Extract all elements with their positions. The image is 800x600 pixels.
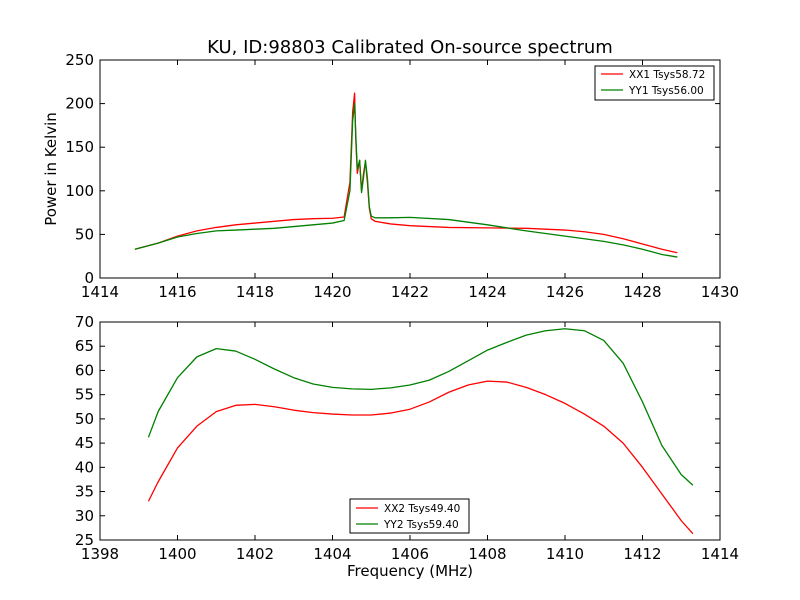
y-tick-label: 55 — [75, 386, 94, 404]
y-tick-label: 250 — [65, 51, 94, 69]
x-tick-label: 1426 — [546, 283, 584, 301]
x-tick-label: 1414 — [701, 545, 739, 563]
x-tick-label: 1404 — [313, 545, 351, 563]
chart-title: KU, ID:98803 Calibrated On-source spectr… — [207, 37, 613, 58]
top-legend: XX1 Tsys58.72 YY1 Tsys56.00 — [594, 65, 715, 101]
x-tick-label: 1402 — [236, 545, 274, 563]
bottom-ticks-group: 1398 1400 1402 1404 1406 1408 1410 1412 1414 25 30… — [75, 313, 739, 563]
x-tick-label: 1418 — [236, 283, 274, 301]
top-panel: 1414 1416 1418 1420 1422 1424 1426 1428 1430 0 50 1… — [42, 51, 739, 301]
y-tick-label: 65 — [75, 337, 94, 355]
x-tick-label: 1416 — [158, 283, 196, 301]
legend-label-xx2: XX2 Tsys49.40 — [384, 503, 460, 515]
y-tick-label: 70 — [75, 313, 94, 331]
legend-label-yy1: YY1 Tsys56.00 — [628, 85, 704, 97]
x-tick-label: 1408 — [468, 545, 506, 563]
x-tick-label: 1420 — [313, 283, 351, 301]
y-tick-label: 40 — [75, 458, 94, 476]
x-tick-label: 1398 — [81, 545, 119, 563]
top-series-group — [134, 92, 678, 258]
top-y-axis-label: Power in Kelvin — [42, 112, 60, 226]
y-tick-label: 50 — [75, 225, 94, 243]
x-tick-label: 1430 — [701, 283, 739, 301]
x-tick-label: 1414 — [81, 283, 119, 301]
bottom-legend-box — [349, 498, 470, 534]
x-tick-label: 1400 — [158, 545, 196, 563]
y-tick-label: 45 — [75, 434, 94, 452]
top-legend-box — [594, 65, 715, 101]
x-tick-label: 1422 — [391, 283, 429, 301]
bottom-legend: XX2 Tsys49.40 YY2 Tsys59.40 — [349, 498, 470, 534]
y-tick-label: 50 — [75, 410, 94, 428]
bottom-series-group — [147, 328, 694, 535]
x-tick-label: 1410 — [546, 545, 584, 563]
legend-label-yy2: YY2 Tsys59.40 — [383, 519, 459, 531]
y-tick-label: 100 — [65, 182, 94, 200]
legend-label-xx1: XX1 Tsys58.72 — [629, 69, 705, 81]
y-tick-label: 30 — [75, 507, 94, 525]
x-tick-label: 1412 — [623, 545, 661, 563]
series-line-xx2 — [147, 380, 694, 535]
y-tick-label: 150 — [65, 138, 94, 156]
x-tick-label: 1428 — [623, 283, 661, 301]
top-ticks-group: 1414 1416 1418 1420 1422 1424 1426 1428 1430 0 50 1… — [65, 51, 739, 301]
series-line-yy1 — [134, 102, 678, 258]
y-tick-label: 35 — [75, 483, 94, 501]
bottom-panel: 1398 1400 1402 1404 1406 1408 1410 1412 1414 25 30… — [75, 313, 739, 580]
x-axis-label: Frequency (MHz) — [347, 562, 473, 580]
y-tick-label: 0 — [84, 269, 94, 287]
y-tick-label: 200 — [65, 95, 94, 113]
series-line-yy2 — [147, 328, 694, 486]
x-tick-label: 1406 — [391, 545, 429, 563]
y-tick-label: 25 — [75, 531, 94, 549]
y-tick-label: 60 — [75, 361, 94, 379]
x-tick-label: 1424 — [468, 283, 506, 301]
